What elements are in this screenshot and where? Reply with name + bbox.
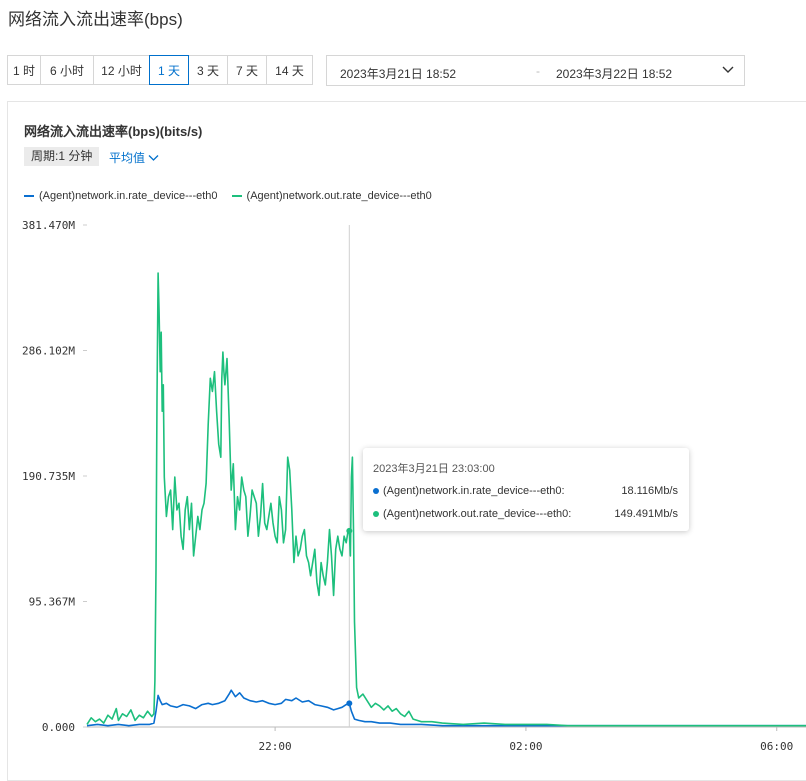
y-tick-label: 0.000 [42, 721, 75, 734]
tooltip-series-in: (Agent)network.in.rate_device---eth0: [383, 485, 565, 497]
hover-point-out [346, 527, 353, 534]
legend-label-in: (Agent)network.in.rate_device---eth0 [39, 190, 218, 202]
date-range-end[interactable]: 2023年3月22日 18:52 [556, 67, 673, 81]
aggregation-dropdown[interactable]: 平均值 [109, 149, 159, 166]
y-tick-label: 286.102M [22, 345, 75, 358]
chevron-down-icon[interactable] [722, 65, 734, 75]
x-tick-label: 06:00 [760, 740, 793, 753]
tooltip-dot-out [373, 511, 379, 517]
tooltip-dot-in [373, 488, 379, 494]
range-tab-12h[interactable]: 12 小时 [93, 55, 150, 85]
period-tag: 周期:1 分钟 [24, 147, 100, 166]
line-chart[interactable]: 0.000 95.367M 190.735M 286.102M 381.470M 22:0… [0, 0, 806, 758]
tooltip-series-out: (Agent)network.out.rate_device---eth0: [383, 508, 572, 520]
chart-legend: (Agent)network.in.rate_device---eth0 (Ag… [24, 190, 446, 202]
chart-tooltip: 2023年3月21日 23:03:00 (Agent)network.in.ra… [363, 448, 689, 531]
series-line-in [86, 689, 806, 727]
aggregation-label: 平均值 [109, 151, 146, 165]
chart-title: 网络流入流出速率(bps)(bits/s) [24, 124, 203, 139]
date-range-picker[interactable]: 2023年3月21日 18:52 - 2023年3月22日 18:52 [326, 55, 745, 86]
legend-item-in[interactable]: (Agent)network.in.rate_device---eth0 [24, 190, 218, 202]
range-tab-3d[interactable]: 3 天 [188, 55, 228, 85]
page-title: 网络流入流出速率(bps) [8, 10, 183, 29]
chevron-down-icon [148, 154, 159, 161]
y-tick-label: 95.367M [29, 596, 76, 609]
hover-point-in [346, 700, 353, 707]
range-tab-7d[interactable]: 7 天 [227, 55, 267, 85]
legend-swatch-in [24, 195, 34, 197]
y-tick-label: 381.470M [22, 219, 75, 232]
legend-label-out: (Agent)network.out.rate_device---eth0 [246, 190, 432, 202]
x-tick-label: 02:00 [509, 740, 542, 753]
tooltip-row-in: (Agent)network.in.rate_device---eth0: 18… [373, 485, 678, 497]
tooltip-row-out: (Agent)network.out.rate_device---eth0: 1… [373, 508, 678, 520]
date-range-separator: - [536, 64, 540, 78]
tooltip-time: 2023年3月21日 23:03:00 [373, 463, 495, 475]
x-tick-label: 22:00 [259, 740, 292, 753]
legend-item-out[interactable]: (Agent)network.out.rate_device---eth0 [231, 190, 432, 202]
tooltip-value-out: 149.491Mb/s [614, 508, 678, 520]
range-tab-1d[interactable]: 1 天 [149, 55, 189, 85]
range-tab-14d[interactable]: 14 天 [266, 55, 313, 85]
time-range-tabs: 1 时 6 小时 12 小时 1 天 3 天 7 天 14 天 [7, 55, 313, 85]
legend-swatch-out [231, 195, 242, 197]
date-range-start[interactable]: 2023年3月21日 18:52 [340, 67, 457, 81]
y-tick-label: 190.735M [22, 470, 75, 483]
series-line-out [86, 272, 806, 727]
tooltip-value-in: 18.116Mb/s [621, 485, 678, 497]
